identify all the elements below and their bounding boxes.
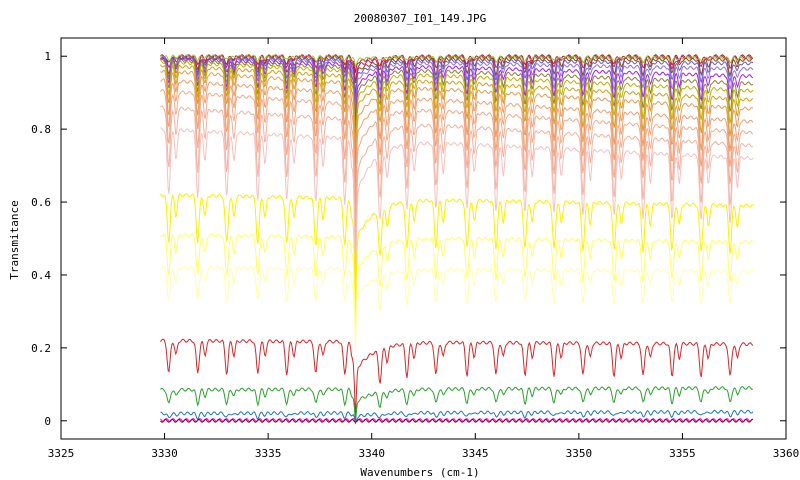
x-tick-label: 3345 — [462, 447, 489, 460]
y-tick-label: 0.6 — [31, 196, 51, 209]
x-tick-label: 3325 — [48, 447, 75, 460]
spectrum-line-23 — [160, 418, 753, 423]
x-tick-label: 3335 — [255, 447, 282, 460]
x-axis-label: Wavenumbers (cm-1) — [360, 466, 479, 479]
y-tick-label: 1 — [44, 50, 51, 63]
y-axis: 0 0.2 0.4 0.6 0.8 1 — [31, 50, 786, 428]
spectrum-line-21 — [160, 409, 754, 425]
y-axis-label: Transmitance — [8, 200, 21, 279]
spectrum-line-12 — [160, 78, 754, 212]
series-layer — [159, 54, 754, 425]
spectrum-line-20 — [160, 385, 753, 424]
x-tick-label: 3360 — [773, 447, 800, 460]
x-tick-label: 3340 — [358, 447, 385, 460]
x-tick-label: 3330 — [151, 447, 178, 460]
x-tick-label: 3350 — [566, 447, 593, 460]
y-tick-label: 0.4 — [31, 269, 51, 282]
spectrum-line-11 — [160, 69, 754, 193]
spectrum-line-3 — [160, 54, 754, 68]
plot-frame — [60, 37, 787, 440]
x-tick-label: 3355 — [669, 447, 696, 460]
spectrum-line-15 — [160, 127, 754, 301]
y-tick-label: 0 — [44, 415, 51, 428]
spectrum-line-19 — [160, 338, 754, 423]
chart-title: 20080307_I01_149.JPG — [354, 12, 486, 25]
spectrum-line-14 — [160, 105, 754, 272]
spectrum-line-13 — [160, 89, 754, 239]
spectrum-line-17 — [160, 233, 754, 338]
y-tick-label: 0.2 — [31, 342, 51, 355]
spectrum-line-16 — [160, 193, 754, 317]
x-axis: 3325 3330 3335 3340 3345 3350 3355 3360 — [48, 38, 800, 460]
y-tick-label: 0.8 — [31, 123, 51, 136]
spectrum-line-18 — [160, 265, 754, 351]
spectrum-line-10 — [159, 64, 754, 168]
spectrum-line-5 — [160, 56, 754, 107]
